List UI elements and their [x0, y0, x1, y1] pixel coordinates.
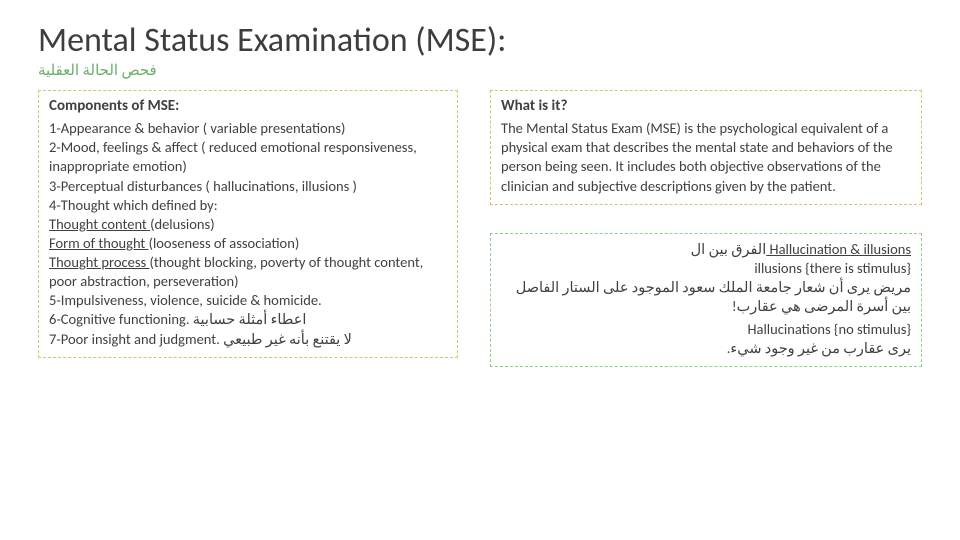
components-line: 4-Thought which defined by:: [49, 196, 447, 215]
components-line: 5-Impulsiveness, violence, suicide & hom…: [49, 291, 447, 310]
components-line: Thought content (delusions): [49, 215, 447, 234]
components-line: 1-Appearance & behavior ( variable prese…: [49, 119, 447, 138]
components-line: 2-Mood, feelings & affect ( reduced emot…: [49, 138, 447, 176]
components-heading: Components of MSE:: [49, 97, 447, 117]
hallucination-box: Hallucination & illusions الفرق بين ال i…: [490, 233, 922, 368]
illusions-example-ar: مريض يرى أن شعار جامعة الملك سعود الموجو…: [501, 278, 911, 316]
hallucinations-example-ar: يرى عقارب من غير وجود شيء.: [501, 339, 911, 358]
subtitle-arabic: فحص الحالة العقلية: [38, 61, 922, 80]
components-body: 1-Appearance & behavior ( variable prese…: [49, 119, 447, 349]
page-title: Mental Status Examination (MSE):: [38, 22, 922, 59]
whatisit-heading: What is it?: [501, 97, 911, 117]
hallucinations-label: Hallucinations {no stimulus}: [501, 320, 911, 339]
two-column-layout: Components of MSE: 1-Appearance & behavi…: [38, 90, 922, 367]
illusions-label: illusions {there is stimulus}: [501, 259, 911, 278]
components-line: Form of thought (looseness of associatio…: [49, 234, 447, 253]
components-line: Thought process (thought blocking, pover…: [49, 253, 447, 291]
whatisit-box: What is it? The Mental Status Exam (MSE)…: [490, 90, 922, 204]
components-line: 7-Poor insight and judgment. لا يقتنع بأ…: [49, 330, 447, 349]
components-line: 3-Perceptual disturbances ( hallucinatio…: [49, 177, 447, 196]
components-line: 6-Cognitive functioning. اعطاء أمثلة حسا…: [49, 310, 447, 329]
hallucination-title: Hallucination & illusions الفرق بين ال: [501, 240, 911, 259]
whatisit-body: The Mental Status Exam (MSE) is the psyc…: [501, 119, 893, 194]
components-box: Components of MSE: 1-Appearance & behavi…: [38, 90, 458, 357]
